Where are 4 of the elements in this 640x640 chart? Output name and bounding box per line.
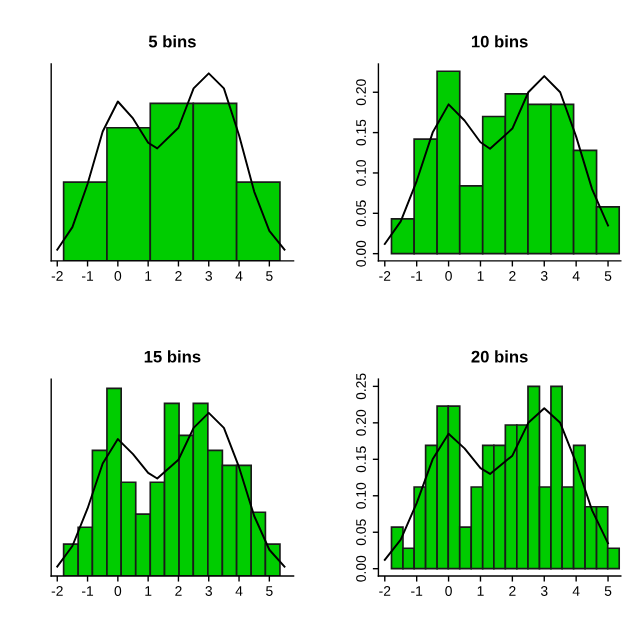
- chart-title: 20 bins: [471, 350, 528, 363]
- chart-title: 5 bins: [148, 35, 196, 48]
- chart-title: 15 bins: [144, 350, 201, 363]
- chart-title: 10 bins: [471, 35, 528, 48]
